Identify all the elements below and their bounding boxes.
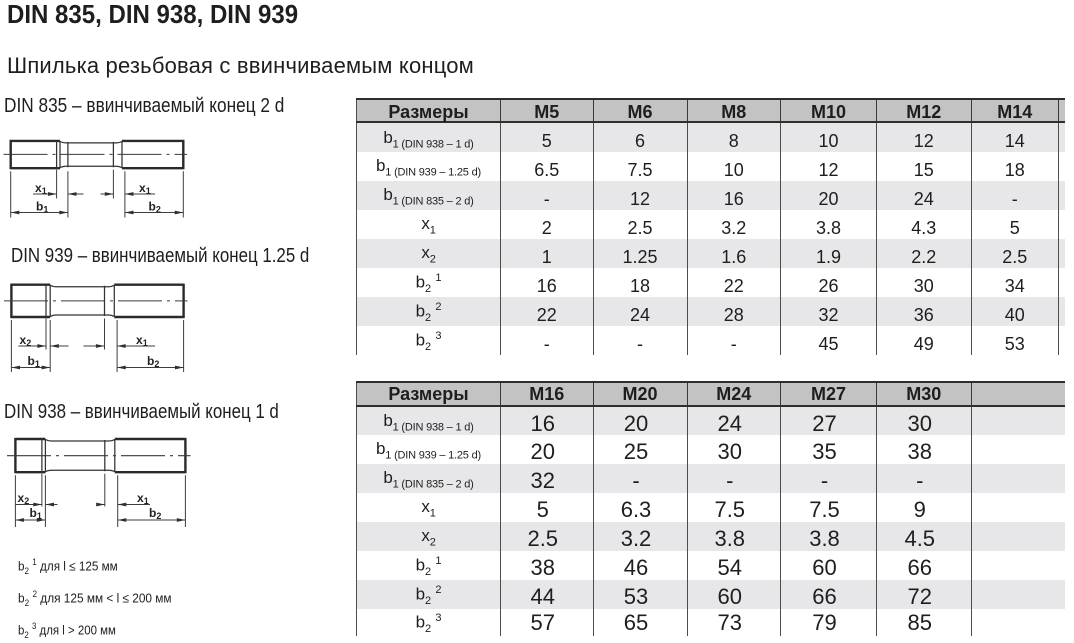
svg-text:x1: x1: [35, 181, 47, 196]
svg-text:x1: x1: [136, 333, 148, 348]
svg-text:b2: b2: [149, 506, 161, 521]
svg-text:b1: b1: [36, 200, 48, 215]
svg-text:x1: x1: [137, 491, 149, 506]
svg-text:x2: x2: [18, 491, 30, 506]
svg-text:b1: b1: [28, 354, 40, 369]
svg-text:b2: b2: [149, 200, 161, 215]
svg-text:b2: b2: [147, 354, 159, 369]
svg-text:x1: x1: [139, 181, 151, 196]
svg-text:x2: x2: [20, 333, 32, 348]
svg-text:b1: b1: [30, 506, 42, 521]
